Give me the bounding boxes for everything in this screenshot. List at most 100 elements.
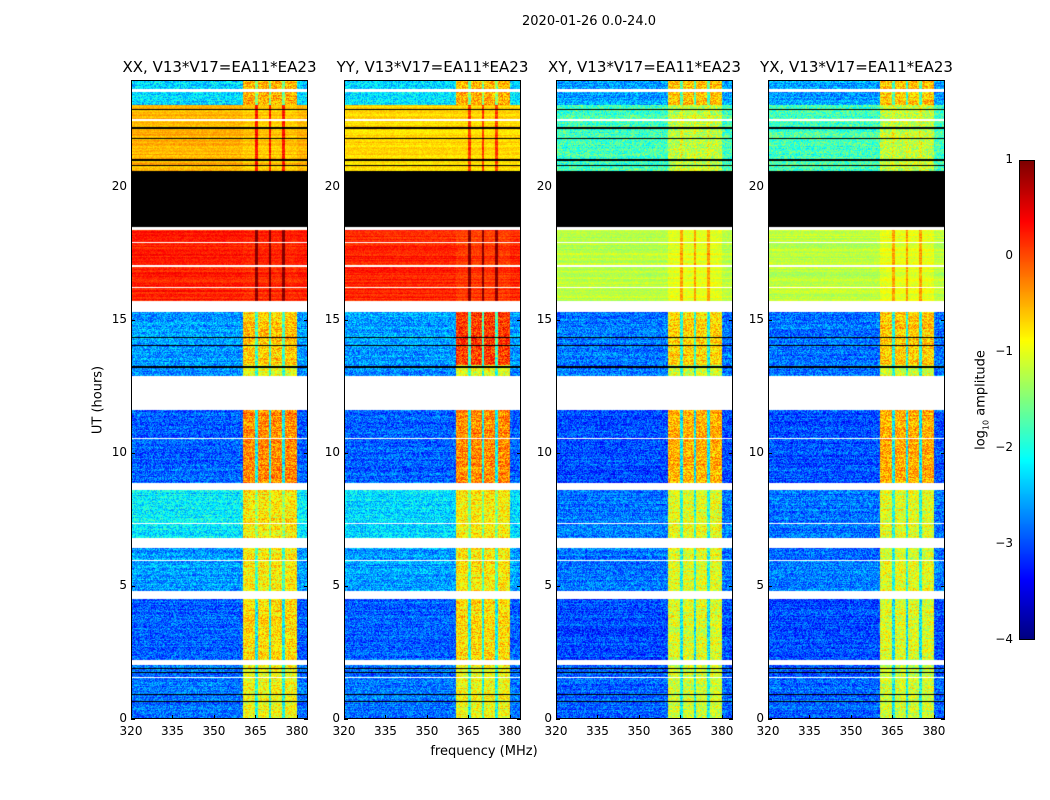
colorbar-tick-label: 1 — [1005, 152, 1013, 166]
colorbar-label-main: log — [973, 430, 989, 450]
x-tick-mark — [809, 715, 811, 719]
x-tick-mark — [933, 715, 935, 719]
y-tick-label: 5 — [544, 577, 552, 592]
y-tick-mark — [556, 452, 560, 454]
y-tick-label: 0 — [332, 711, 340, 725]
x-tick-label: 350 — [202, 724, 226, 738]
y-tick-label: 0 — [756, 711, 764, 725]
x-tick-mark — [721, 715, 723, 719]
y-tick-label: 5 — [332, 577, 340, 592]
x-tick-label: 380 — [922, 724, 946, 738]
y-tick-mark — [344, 186, 348, 188]
y-tick-mark — [768, 452, 772, 454]
y-tick-mark — [344, 585, 348, 587]
heatmap-panel — [768, 80, 945, 719]
x-tick-mark — [509, 715, 511, 719]
colorbar-label: log10 amplitude — [974, 350, 991, 450]
x-tick-label: 335 — [374, 724, 397, 738]
y-tick-label: 20 — [324, 178, 340, 193]
y-tick-mark — [729, 186, 733, 188]
x-tick-mark — [768, 715, 769, 719]
y-tick-mark — [556, 585, 560, 587]
heatmap-panel — [344, 80, 521, 719]
colorbar-label-sub: 10 — [981, 419, 991, 431]
x-tick-mark — [426, 715, 428, 719]
colorbar-tick-label: −4 — [995, 632, 1013, 646]
colorbar-tick-label: −1 — [995, 344, 1013, 358]
y-tick-mark — [304, 452, 308, 454]
x-tick-label: 350 — [415, 724, 439, 738]
y-tick-label: 10 — [536, 444, 552, 459]
x-tick-label: 320 — [756, 724, 780, 738]
x-tick-mark — [255, 715, 257, 719]
suptitle: 2020-01-26 0.0-24.0 — [522, 14, 656, 29]
y-tick-label: 20 — [748, 178, 764, 193]
x-tick-label: 320 — [544, 724, 568, 738]
x-tick-mark — [213, 715, 215, 719]
y-tick-mark — [304, 186, 308, 188]
y-tick-mark — [729, 452, 733, 454]
y-tick-label: 20 — [111, 178, 127, 193]
colorbar — [1019, 160, 1035, 640]
panel-title: YY, V13*V17=EA11*EA23 — [336, 58, 529, 76]
y-tick-mark — [556, 719, 560, 720]
y-tick-label: 15 — [324, 311, 340, 326]
x-tick-label: 365 — [669, 724, 692, 738]
y-tick-mark — [344, 452, 348, 454]
y-tick-mark — [131, 719, 135, 720]
y-tick-mark — [941, 719, 945, 720]
heatmap-image — [132, 81, 307, 718]
y-tick-mark — [941, 452, 945, 454]
heatmap-panel — [556, 80, 733, 719]
y-axis-label: UT (hours) — [90, 365, 106, 435]
y-tick-mark — [517, 719, 521, 720]
y-tick-label: 5 — [756, 577, 764, 592]
y-tick-mark — [941, 585, 945, 587]
panel-title: XX, V13*V17=EA11*EA23 — [122, 58, 317, 76]
x-tick-mark — [892, 715, 894, 719]
y-tick-mark — [344, 319, 348, 321]
x-tick-mark — [468, 715, 470, 719]
x-tick-mark — [385, 715, 387, 719]
x-tick-mark — [344, 715, 345, 719]
x-tick-label: 380 — [285, 724, 309, 738]
x-tick-label: 335 — [161, 724, 184, 738]
x-tick-label: 365 — [881, 724, 904, 738]
colorbar-label-rest: amplitude — [973, 350, 989, 420]
y-tick-label: 15 — [536, 311, 552, 326]
y-tick-mark — [729, 585, 733, 587]
y-tick-label: 15 — [748, 311, 764, 326]
x-tick-mark — [638, 715, 640, 719]
y-tick-label: 10 — [111, 444, 127, 459]
y-tick-mark — [768, 719, 772, 720]
x-tick-mark — [296, 715, 298, 719]
heatmap-image — [557, 81, 732, 718]
y-tick-mark — [729, 719, 733, 720]
y-tick-mark — [556, 319, 560, 321]
x-tick-mark — [556, 715, 557, 719]
y-tick-mark — [729, 319, 733, 321]
heatmap-panel — [131, 80, 308, 719]
y-tick-mark — [131, 186, 135, 188]
x-tick-mark — [597, 715, 599, 719]
x-tick-mark — [131, 715, 132, 719]
y-tick-mark — [768, 319, 772, 321]
y-tick-mark — [304, 319, 308, 321]
panel-title: YX, V13*V17=EA11*EA23 — [760, 58, 953, 76]
x-tick-label: 350 — [627, 724, 651, 738]
y-tick-mark — [768, 585, 772, 587]
y-tick-mark — [131, 585, 135, 587]
y-tick-label: 20 — [536, 178, 552, 193]
colorbar-tick-label: 0 — [1005, 248, 1013, 262]
x-tick-mark — [172, 715, 174, 719]
y-tick-label: 0 — [544, 711, 552, 725]
colorbar-tick-label: −2 — [995, 440, 1013, 454]
y-tick-mark — [517, 319, 521, 321]
y-tick-mark — [517, 186, 521, 188]
x-tick-label: 335 — [586, 724, 609, 738]
y-tick-label: 15 — [111, 311, 127, 326]
y-tick-mark — [768, 186, 772, 188]
x-tick-label: 380 — [710, 724, 734, 738]
y-tick-mark — [517, 585, 521, 587]
